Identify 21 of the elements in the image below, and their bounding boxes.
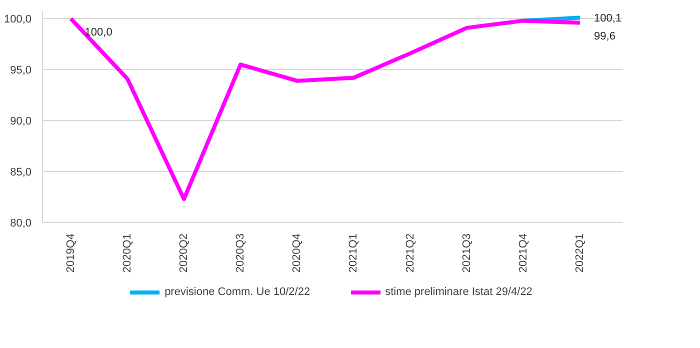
data-label: 100,0 xyxy=(84,26,112,39)
line-series xyxy=(68,16,582,202)
x-tick-label: 2020Q4 xyxy=(291,233,304,273)
x-tick-label: 2020Q3 xyxy=(234,233,247,273)
y-tick-label: 80,0 xyxy=(10,218,32,230)
data-label: 100,1 xyxy=(594,12,622,25)
x-tick-label: 2021Q1 xyxy=(348,233,360,273)
x-tick-label: 2021Q3 xyxy=(460,233,473,273)
y-tick-label: 95,0 xyxy=(10,64,32,77)
y-tick-label: 100,0 xyxy=(4,14,32,26)
data-label: 99,6 xyxy=(594,30,616,43)
x-tick-label: 2021Q2 xyxy=(404,233,416,273)
legend-label: previsione Comm. Ue 10/2/22 xyxy=(164,286,310,298)
x-tick-label: 2022Q1 xyxy=(574,233,586,273)
x-tick-label: 2020Q2 xyxy=(178,233,190,273)
x-tick-label: 2019Q4 xyxy=(64,233,77,273)
y-tick-label: 90,0 xyxy=(10,116,32,128)
legend-label: stime preliminare Istat 29/4/22 xyxy=(385,286,532,298)
x-tick-label: 2020Q1 xyxy=(121,233,134,273)
x-tick-label: 2021Q4 xyxy=(517,233,530,273)
y-tick-label: 85,0 xyxy=(10,166,32,179)
